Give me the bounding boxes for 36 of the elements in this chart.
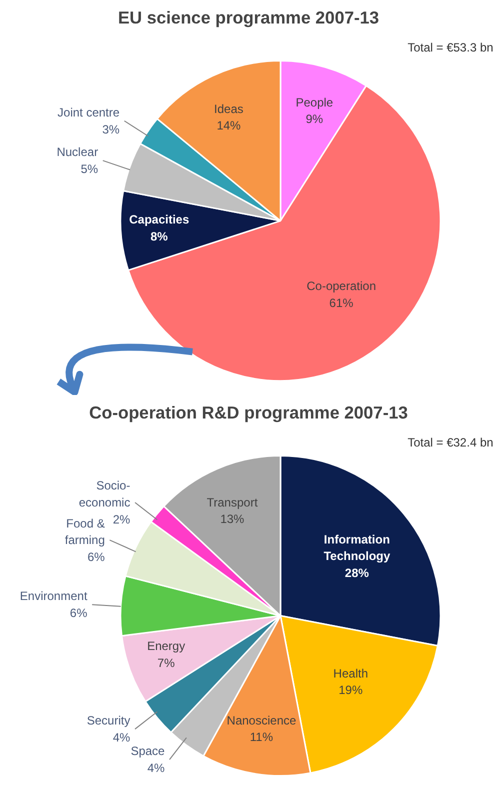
data-label: 7% xyxy=(157,656,176,670)
data-label: 4% xyxy=(147,760,166,775)
slice-label: Food & farming xyxy=(64,516,105,548)
data-label: 6% xyxy=(88,550,106,564)
text: Total = €53.3 bn xyxy=(408,40,494,55)
slice-label: Transport xyxy=(206,495,258,510)
slice-label: Ideas xyxy=(214,102,244,116)
data-label: 3% xyxy=(102,122,120,136)
slice-label: Information Technology xyxy=(324,532,390,564)
slice-label: Joint centre xyxy=(58,105,120,120)
data-label: 2% xyxy=(112,512,131,526)
slice-label: Socio-economic xyxy=(78,478,130,510)
data-label: 6% xyxy=(70,606,88,620)
data-label: 14% xyxy=(216,118,242,133)
slice-label: People xyxy=(296,95,334,110)
data-label: 8% xyxy=(150,229,168,244)
chart-title: EU science programme 2007-13 xyxy=(118,8,380,28)
data-label: 5% xyxy=(80,162,98,176)
slice-label: Health xyxy=(333,666,368,680)
chart-title: Co-operation R&D programme 2007-13 xyxy=(89,402,408,422)
data-label: 28% xyxy=(344,566,370,580)
slice-label: Energy xyxy=(147,639,186,654)
data-label: 13% xyxy=(220,512,245,526)
slice-label: Environment xyxy=(20,589,88,604)
text: Total = €32.4 bn xyxy=(408,436,494,450)
data-label: 11% xyxy=(250,730,274,744)
slice-label: Co-operation xyxy=(306,279,376,294)
slice-label: Space xyxy=(130,744,166,758)
slice-label: Nanoscience xyxy=(226,713,296,728)
slice-label: Security xyxy=(86,714,130,728)
data-label: 61% xyxy=(329,296,354,310)
data-label: 19% xyxy=(338,683,363,698)
slice-label: Capacities xyxy=(129,212,190,227)
data-label: 9% xyxy=(306,112,324,126)
slice-label: Nuclear xyxy=(56,145,98,160)
data-label: 4% xyxy=(112,730,131,744)
